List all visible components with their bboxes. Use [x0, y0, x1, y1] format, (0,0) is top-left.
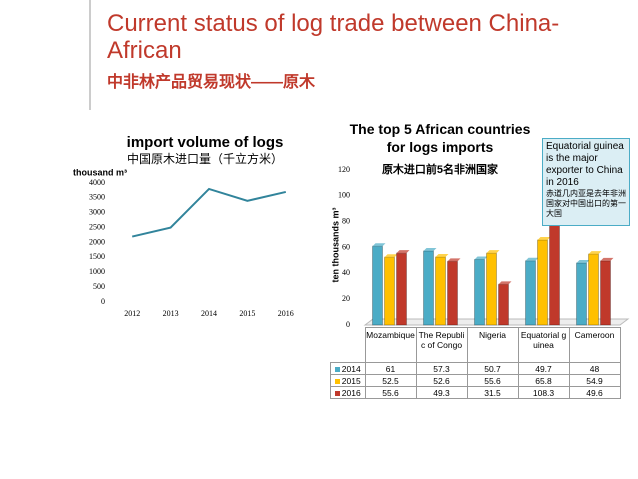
bar-top [498, 281, 512, 285]
bar [384, 256, 395, 326]
chart-subtitle: 原木进口前5名非洲国家 [382, 162, 499, 176]
table-cell: 61 [364, 362, 417, 375]
table-cell: 55.6 [364, 386, 417, 399]
y-tick-label: 2500 [89, 222, 105, 231]
y-tick-label: 0 [346, 320, 350, 329]
table-row: Mozambique The Republic of Congo Nigeria Eq… [331, 327, 621, 363]
table-corner [331, 328, 366, 363]
legend-label: 2015 [341, 375, 361, 386]
x-tick-label: 2014 [201, 309, 217, 318]
table-cell: 48 [568, 362, 621, 375]
bar [486, 252, 497, 326]
bar [435, 256, 446, 326]
table-cell: 49.7 [517, 362, 570, 375]
bar-top [600, 257, 614, 261]
legend-key [334, 366, 340, 372]
table-row: 2015 52.5 52.6 55.6 65.8 54.9 [330, 374, 621, 387]
table-cell: 57.3 [415, 362, 468, 375]
table-cell: 65.8 [517, 374, 570, 387]
y-tick-label: 80 [342, 216, 350, 225]
y-tick-label: 100 [338, 191, 350, 200]
bar-top [447, 258, 461, 262]
y-tick-label: 1000 [89, 267, 105, 276]
legend-item: 2016 [330, 386, 366, 399]
y-tick-label: 1500 [89, 252, 105, 261]
annotation: 赤道几内亚是去年非洲国家对中国出口的第一大国 [546, 189, 626, 218]
bar [474, 259, 485, 326]
legend-key [334, 378, 340, 384]
annotation: Equatorial guinea is the major exporter … [546, 141, 624, 188]
y-tick-label: 60 [342, 242, 350, 251]
y-tick-label: 40 [342, 268, 350, 277]
legend-item: 2015 [330, 374, 366, 387]
bar [576, 262, 587, 326]
bar [372, 245, 383, 326]
table-row: 2014 61 57.3 50.7 49.7 48 [330, 362, 621, 375]
bar [525, 260, 536, 326]
bar [600, 260, 611, 326]
bar [423, 250, 434, 326]
x-tick-label: The Republic of Congo [415, 327, 468, 363]
chart-title: The top 5 African countries for logs impo… [350, 121, 531, 155]
y-axis-label: thousand m³ [73, 167, 127, 177]
table-cell: 52.6 [415, 374, 468, 387]
table-cell: 54.9 [568, 374, 621, 387]
bar-top [372, 243, 386, 247]
legend-label: 2014 [341, 363, 361, 374]
table-cell: 31.5 [466, 386, 519, 399]
table-cell: 52.5 [364, 374, 417, 387]
x-tick-label: 2012 [124, 309, 140, 318]
slide-subtitle: 中非林产品贸易现状——原木 [107, 74, 316, 91]
bar-top [474, 256, 488, 260]
bar-top [396, 250, 410, 254]
chart-subtitle: 中国原木进口量（千立方米） [127, 151, 283, 166]
legend-key [334, 390, 340, 396]
bar-top [576, 260, 590, 263]
data-table: Mozambique The Republic of Congo Nigeria Eq… [330, 327, 621, 399]
y-tick-label: 2000 [89, 237, 105, 246]
x-tick-label: 2013 [163, 309, 179, 318]
table-row: 2016 55.6 49.3 31.5 108.3 49.6 [330, 386, 621, 399]
y-tick-label: 120 [338, 165, 350, 174]
x-tick-label: Cameroon [568, 327, 621, 363]
legend-label: 2016 [341, 387, 361, 398]
table-cell: 55.6 [466, 374, 519, 387]
x-tick-label: 2016 [278, 309, 294, 318]
bar [588, 253, 599, 326]
table-cell: 49.3 [415, 386, 468, 399]
bar-top [435, 254, 449, 258]
y-tick-label: 500 [93, 282, 105, 291]
bar-top [486, 250, 500, 254]
bar-top [588, 251, 602, 255]
y-tick-label: 3000 [89, 208, 105, 217]
x-tick-label: 2015 [239, 309, 255, 318]
table-cell: 108.3 [517, 386, 570, 399]
x-tick-label: Nigeria [466, 327, 519, 363]
bar-top [423, 247, 437, 251]
y-axis-label: ten thousands m³ [330, 207, 340, 282]
x-tick-label: Mozambique [364, 327, 417, 363]
table-cell: 49.6 [568, 386, 621, 399]
line [131, 187, 287, 238]
table-cell: 50.7 [466, 362, 519, 375]
bar-top [537, 237, 551, 241]
legend-item: 2014 [330, 362, 366, 375]
bar [537, 239, 548, 326]
chart-title: import volume of logs [127, 134, 284, 151]
x-tick-label: Equatorial guinea [517, 327, 570, 363]
bar [447, 260, 458, 326]
y-tick-label: 3500 [89, 193, 105, 202]
slide-title: Current status of log trade between Chin… [107, 10, 560, 64]
bar [396, 252, 407, 326]
bar [498, 283, 509, 326]
bar-top [525, 257, 539, 261]
callout: Equatorial guinea is the major exporter … [542, 138, 630, 226]
y-tick-label: 20 [342, 294, 350, 303]
bar-top [384, 254, 398, 258]
y-tick-label: 4000 [89, 178, 105, 187]
y-tick-label: 0 [101, 297, 105, 306]
